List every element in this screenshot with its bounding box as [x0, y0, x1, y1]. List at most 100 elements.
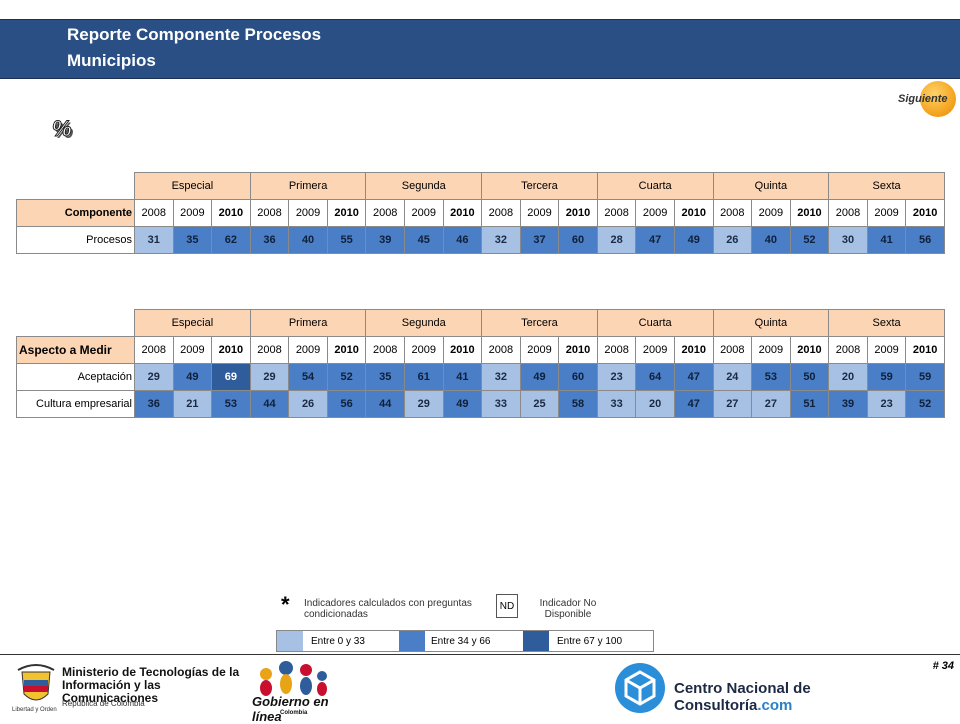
year-header: 2009	[172, 199, 213, 227]
value-cell: 33	[596, 390, 637, 418]
scale-swatch-low	[277, 631, 303, 651]
group-header-cuarta: Cuarta	[596, 172, 714, 200]
value-cell: 44	[365, 390, 405, 418]
group-header-quinta: Quinta	[712, 172, 830, 200]
row-header-label: Componente	[16, 199, 135, 227]
year-header: 2009	[519, 336, 560, 364]
value-cell: 29	[403, 390, 444, 418]
value-cell: 45	[403, 226, 444, 254]
year-header: 2010	[673, 199, 714, 227]
value-cell: 35	[365, 363, 405, 391]
year-header: 2008	[828, 199, 868, 227]
value-cell: 25	[519, 390, 560, 418]
value-cell: 36	[134, 390, 174, 418]
value-cell: 27	[712, 390, 753, 418]
nd-legend-box: ND	[496, 594, 518, 618]
year-header: 2009	[403, 199, 444, 227]
value-cell: 40	[288, 226, 328, 254]
value-cell: 40	[751, 226, 791, 254]
value-cell: 23	[596, 363, 637, 391]
color-scale-legend: Entre 0 y 33 Entre 34 y 66 Entre 67 y 10…	[276, 630, 654, 652]
footer-divider	[0, 654, 960, 655]
gobierno-en-linea-logo: Gobierno en línea Colombia	[250, 656, 340, 724]
group-header-cuarta: Cuarta	[596, 309, 714, 337]
report-header: Reporte Componente Procesos Municipios	[0, 19, 960, 79]
value-cell: 49	[519, 363, 560, 391]
year-header: 2009	[288, 199, 328, 227]
report-subtitle: Municipios	[67, 51, 156, 70]
year-header: 2008	[481, 336, 521, 364]
group-header-primera: Primera	[249, 309, 367, 337]
year-header: 2009	[403, 336, 444, 364]
scale-label-high: Entre 67 y 100	[549, 631, 653, 651]
year-header: 2010	[558, 199, 598, 227]
year-header: 2008	[249, 336, 290, 364]
components-table: Especial Primera Segunda Tercera Cuarta Quint…	[16, 172, 945, 254]
year-header: 2008	[712, 199, 753, 227]
value-cell: 33	[481, 390, 521, 418]
value-cell: 69	[211, 363, 251, 391]
value-cell: 36	[249, 226, 290, 254]
value-cell: 54	[288, 363, 328, 391]
value-cell: 29	[249, 363, 290, 391]
ministry-motto: Libertad y Orden	[12, 707, 57, 713]
conditional-legend-text: Indicadores calculados con preguntas con…	[304, 598, 472, 620]
value-cell: 32	[481, 226, 521, 254]
value-cell: 30	[828, 226, 868, 254]
value-cell: 52	[326, 363, 367, 391]
conditional-star-icon: *	[281, 592, 290, 617]
value-cell: 28	[596, 226, 637, 254]
next-circle-icon	[920, 81, 956, 117]
value-cell: 52	[789, 226, 830, 254]
value-cell: 26	[288, 390, 328, 418]
group-header-especial: Especial	[134, 172, 251, 200]
cnc-logo: Centro Nacional de Consultoría.com	[614, 662, 914, 718]
value-cell: 23	[866, 390, 907, 418]
value-cell: 47	[635, 226, 675, 254]
empty-corner-cell	[17, 173, 135, 200]
cnc-cube-icon	[615, 663, 665, 713]
scale-swatch-mid	[399, 631, 425, 651]
value-cell: 49	[172, 363, 213, 391]
year-header: 2009	[751, 336, 791, 364]
cnc-name-main: Centro Nacional de Consultoría	[674, 680, 811, 714]
ministry-country: República de Colombia	[62, 699, 145, 708]
percent-symbol: %	[52, 116, 73, 142]
group-header-segunda: Segunda	[365, 309, 483, 337]
year-header: 2008	[134, 336, 174, 364]
year-header: 2008	[596, 199, 637, 227]
page-number: # 34	[932, 660, 954, 672]
next-button[interactable]: Siguiente	[894, 81, 956, 117]
year-header: 2009	[635, 336, 675, 364]
value-cell: 41	[866, 226, 907, 254]
year-header: 2008	[712, 336, 753, 364]
year-header: 2009	[635, 199, 675, 227]
year-header: 2008	[596, 336, 637, 364]
value-cell: 62	[211, 226, 251, 254]
value-cell: 55	[326, 226, 367, 254]
value-cell: 41	[442, 363, 483, 391]
ministry-line-1: Ministerio de Tecnologías de la	[62, 665, 240, 679]
scale-label-low: Entre 0 y 33	[303, 631, 399, 651]
year-header: 2010	[905, 199, 945, 227]
value-cell: 24	[712, 363, 753, 391]
value-cell: 49	[673, 226, 714, 254]
row-label: Aceptación	[16, 363, 135, 391]
value-cell: 39	[365, 226, 405, 254]
value-cell: 29	[134, 363, 174, 391]
empty-corner-cell	[17, 310, 135, 337]
report-title: Reporte Componente Procesos	[67, 25, 322, 44]
value-cell: 49	[442, 390, 483, 418]
value-cell: 39	[828, 390, 868, 418]
value-cell: 26	[712, 226, 753, 254]
year-header: 2010	[326, 199, 367, 227]
group-header-especial: Especial	[134, 309, 251, 337]
row-header-label: Aspecto a Medir	[16, 336, 135, 364]
year-header: 2009	[866, 336, 907, 364]
year-header: 2010	[211, 336, 251, 364]
value-cell: 37	[519, 226, 560, 254]
year-header: 2008	[365, 336, 405, 364]
people-figures-icon	[260, 661, 327, 696]
group-header-tercera: Tercera	[481, 309, 598, 337]
value-cell: 20	[828, 363, 868, 391]
